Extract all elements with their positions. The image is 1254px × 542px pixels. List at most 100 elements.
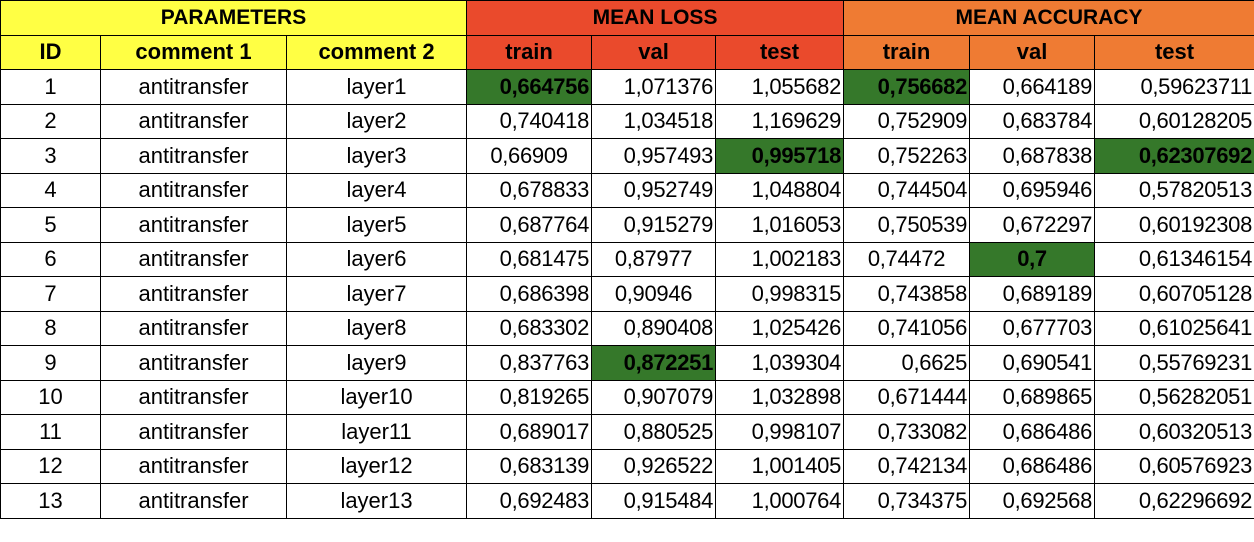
comment2-cell[interactable]: layer4 — [285, 172, 468, 208]
loss-train-cell[interactable]: 0,683139 — [466, 448, 593, 484]
loss-test-cell[interactable]: 1,169629 — [715, 103, 845, 139]
comment2-cell[interactable]: layer6 — [285, 241, 468, 277]
col-header-loss-test[interactable]: test — [715, 34, 845, 70]
col-header-comment2[interactable]: comment 2 — [285, 34, 468, 70]
acc-train-cell[interactable]: 0,74472 — [843, 241, 971, 277]
loss-test-cell[interactable]: 0,998107 — [715, 414, 845, 450]
loss-test-cell[interactable]: 1,001405 — [715, 448, 845, 484]
comment1-cell[interactable]: antitransfer — [100, 379, 287, 415]
comment2-cell[interactable]: layer12 — [285, 448, 468, 484]
loss-val-cell[interactable]: 0,957493 — [591, 138, 717, 174]
loss-val-cell[interactable]: 1,034518 — [591, 103, 717, 139]
id-cell[interactable]: 11 — [0, 414, 101, 450]
acc-train-cell[interactable]: 0,741056 — [843, 310, 971, 346]
loss-val-cell[interactable]: 0,952749 — [591, 172, 717, 208]
loss-val-cell[interactable]: 0,87977 — [591, 241, 717, 277]
acc-val-cell[interactable]: 0,7 — [969, 241, 1096, 277]
acc-train-cell[interactable]: 0,750539 — [843, 207, 971, 243]
comment2-cell[interactable]: layer11 — [285, 414, 468, 450]
loss-train-cell[interactable]: 0,819265 — [466, 379, 593, 415]
comment1-cell[interactable]: antitransfer — [100, 69, 287, 105]
acc-val-cell[interactable]: 0,677703 — [969, 310, 1096, 346]
comment2-cell[interactable]: layer7 — [285, 276, 468, 312]
comment2-cell[interactable]: layer3 — [285, 138, 468, 174]
loss-test-cell[interactable]: 1,055682 — [715, 69, 845, 105]
comment1-cell[interactable]: antitransfer — [100, 207, 287, 243]
loss-val-cell[interactable]: 0,880525 — [591, 414, 717, 450]
comment2-cell[interactable]: layer5 — [285, 207, 468, 243]
comment1-cell[interactable]: antitransfer — [100, 414, 287, 450]
acc-train-cell[interactable]: 0,742134 — [843, 448, 971, 484]
loss-test-cell[interactable]: 1,048804 — [715, 172, 845, 208]
col-header-comment1[interactable]: comment 1 — [100, 34, 287, 70]
id-cell[interactable]: 10 — [0, 379, 101, 415]
loss-val-cell[interactable]: 0,890408 — [591, 310, 717, 346]
comment1-cell[interactable]: antitransfer — [100, 448, 287, 484]
acc-val-cell[interactable]: 0,689865 — [969, 379, 1096, 415]
col-header-acc-val[interactable]: val — [969, 34, 1096, 70]
acc-test-cell[interactable]: 0,62296692 — [1094, 483, 1254, 519]
acc-val-cell[interactable]: 0,664189 — [969, 69, 1096, 105]
acc-val-cell[interactable]: 0,687838 — [969, 138, 1096, 174]
loss-train-cell[interactable]: 0,683302 — [466, 310, 593, 346]
acc-val-cell[interactable]: 0,690541 — [969, 345, 1096, 381]
loss-val-cell[interactable]: 1,071376 — [591, 69, 717, 105]
loss-test-cell[interactable]: 1,000764 — [715, 483, 845, 519]
comment2-cell[interactable]: layer9 — [285, 345, 468, 381]
loss-test-cell[interactable]: 1,039304 — [715, 345, 845, 381]
acc-test-cell[interactable]: 0,60576923 — [1094, 448, 1254, 484]
loss-test-cell[interactable]: 1,025426 — [715, 310, 845, 346]
loss-train-cell[interactable]: 0,689017 — [466, 414, 593, 450]
id-cell[interactable]: 12 — [0, 448, 101, 484]
id-cell[interactable]: 13 — [0, 483, 101, 519]
id-cell[interactable]: 3 — [0, 138, 101, 174]
id-cell[interactable]: 5 — [0, 207, 101, 243]
col-header-loss-val[interactable]: val — [591, 34, 717, 70]
comment2-cell[interactable]: layer1 — [285, 69, 468, 105]
loss-val-cell[interactable]: 0,90946 — [591, 276, 717, 312]
comment1-cell[interactable]: antitransfer — [100, 103, 287, 139]
acc-train-cell[interactable]: 0,6625 — [843, 345, 971, 381]
loss-test-cell[interactable]: 1,032898 — [715, 379, 845, 415]
loss-train-cell[interactable]: 0,66909 — [466, 138, 593, 174]
acc-test-cell[interactable]: 0,59623711 — [1094, 69, 1254, 105]
loss-val-cell[interactable]: 0,872251 — [591, 345, 717, 381]
acc-test-cell[interactable]: 0,60192308 — [1094, 207, 1254, 243]
acc-train-cell[interactable]: 0,756682 — [843, 69, 971, 105]
acc-val-cell[interactable]: 0,672297 — [969, 207, 1096, 243]
acc-test-cell[interactable]: 0,60128205 — [1094, 103, 1254, 139]
comment1-cell[interactable]: antitransfer — [100, 276, 287, 312]
acc-val-cell[interactable]: 0,689189 — [969, 276, 1096, 312]
loss-train-cell[interactable]: 0,837763 — [466, 345, 593, 381]
comment1-cell[interactable]: antitransfer — [100, 483, 287, 519]
col-header-acc-test[interactable]: test — [1094, 34, 1254, 70]
loss-val-cell[interactable]: 0,907079 — [591, 379, 717, 415]
comment2-cell[interactable]: layer2 — [285, 103, 468, 139]
acc-train-cell[interactable]: 0,671444 — [843, 379, 971, 415]
acc-train-cell[interactable]: 0,752909 — [843, 103, 971, 139]
loss-test-cell[interactable]: 0,998315 — [715, 276, 845, 312]
id-cell[interactable]: 1 — [0, 69, 101, 105]
acc-train-cell[interactable]: 0,733082 — [843, 414, 971, 450]
loss-test-cell[interactable]: 1,016053 — [715, 207, 845, 243]
col-header-id[interactable]: ID — [0, 34, 101, 70]
acc-val-cell[interactable]: 0,683784 — [969, 103, 1096, 139]
loss-val-cell[interactable]: 0,915279 — [591, 207, 717, 243]
acc-test-cell[interactable]: 0,57820513 — [1094, 172, 1254, 208]
comment2-cell[interactable]: layer13 — [285, 483, 468, 519]
acc-train-cell[interactable]: 0,752263 — [843, 138, 971, 174]
comment2-cell[interactable]: layer10 — [285, 379, 468, 415]
comment2-cell[interactable]: layer8 — [285, 310, 468, 346]
loss-train-cell[interactable]: 0,687764 — [466, 207, 593, 243]
acc-test-cell[interactable]: 0,61025641 — [1094, 310, 1254, 346]
acc-test-cell[interactable]: 0,55769231 — [1094, 345, 1254, 381]
acc-test-cell[interactable]: 0,60320513 — [1094, 414, 1254, 450]
acc-val-cell[interactable]: 0,692568 — [969, 483, 1096, 519]
acc-train-cell[interactable]: 0,734375 — [843, 483, 971, 519]
acc-train-cell[interactable]: 0,744504 — [843, 172, 971, 208]
acc-val-cell[interactable]: 0,686486 — [969, 448, 1096, 484]
id-cell[interactable]: 2 — [0, 103, 101, 139]
id-cell[interactable]: 8 — [0, 310, 101, 346]
parameters-group-header[interactable]: PARAMETERS — [0, 0, 468, 36]
acc-val-cell[interactable]: 0,695946 — [969, 172, 1096, 208]
